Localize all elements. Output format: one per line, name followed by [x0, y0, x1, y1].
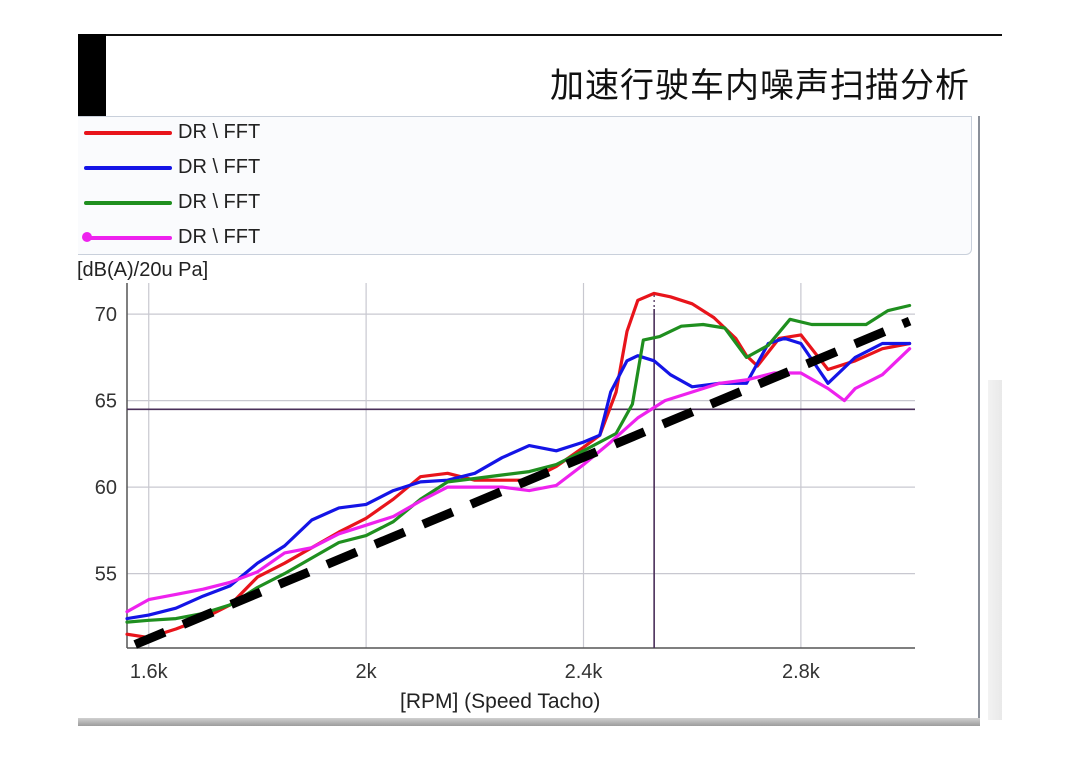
x-axis-label: [RPM] (Speed Tacho): [400, 690, 601, 713]
legend-label: DR \ FFT: [178, 121, 261, 143]
legend-swatch: [84, 201, 172, 205]
y-tick-label: 65: [95, 391, 117, 413]
y-tick-label: 55: [95, 564, 117, 586]
legend-swatch: [84, 131, 172, 135]
y-tick-label: 70: [95, 304, 117, 326]
series-line-3: [125, 303, 912, 624]
legend-swatch: [84, 236, 172, 240]
x-tick-label: 1.6k: [130, 661, 169, 683]
legend: DR \ FFT DR \ FFT DR \ FFT DR \ FFT: [78, 116, 972, 255]
legend-label: DR \ FFT: [178, 156, 261, 178]
series-line-1: [125, 291, 912, 640]
y-axis-label: [dB(A)/20u Pa]: [77, 259, 209, 281]
legend-marker-icon: [82, 232, 92, 242]
trend-line: [133, 316, 912, 649]
legend-label: DR \ FFT: [178, 191, 261, 213]
series-line-4: [125, 347, 912, 614]
side-shade: [988, 380, 1002, 720]
bottom-scrollbar[interactable]: [78, 718, 980, 726]
legend-label: DR \ FFT: [178, 226, 261, 248]
x-tick-label: 2.4k: [565, 661, 604, 683]
legend-swatch: [84, 166, 172, 170]
slide-title: 加速行驶车内噪声扫描分析: [550, 66, 970, 106]
title-rule: [78, 34, 1002, 36]
series-line-2: [125, 336, 912, 621]
title-accent-block: [78, 34, 106, 116]
x-tick-label: 2k: [356, 661, 378, 683]
x-tick-label: 2.8k: [782, 661, 821, 683]
plot-area: [127, 283, 915, 648]
y-tick-label: 60: [95, 477, 117, 499]
